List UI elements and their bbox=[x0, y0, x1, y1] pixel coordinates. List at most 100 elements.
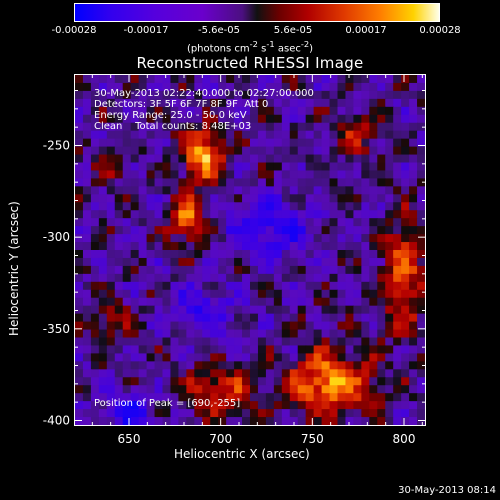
heatmap-cell bbox=[210, 154, 219, 164]
heatmap-cell bbox=[130, 250, 140, 259]
heatmap-cell bbox=[210, 114, 219, 124]
unit-text: ) bbox=[309, 43, 314, 55]
heatmap-cell bbox=[369, 377, 378, 386]
heatmap-cell bbox=[218, 234, 227, 243]
heatmap-cell bbox=[138, 281, 148, 291]
heatmap-cell bbox=[154, 250, 164, 259]
heatmap-cell bbox=[409, 82, 418, 92]
heatmap-cell bbox=[114, 329, 124, 339]
heatmap-cell bbox=[257, 114, 267, 124]
heatmap-cell bbox=[194, 178, 203, 187]
heatmap-cell bbox=[178, 114, 187, 124]
heatmap-cell bbox=[401, 297, 410, 307]
heatmap-cell bbox=[337, 186, 347, 195]
heatmap-cell bbox=[186, 321, 195, 331]
heatmap-cell bbox=[273, 186, 283, 195]
heatmap-cell bbox=[281, 170, 291, 179]
heatmap-cell bbox=[75, 106, 84, 116]
heatmap-cell bbox=[226, 353, 235, 362]
heatmap-cell bbox=[361, 401, 370, 410]
heatmap-cell bbox=[90, 281, 100, 291]
heatmap-cell bbox=[178, 218, 187, 227]
heatmap-cell bbox=[321, 281, 331, 291]
heatmap-cell bbox=[98, 369, 108, 378]
heatmap-cell bbox=[114, 385, 124, 394]
heatmap-cell bbox=[130, 226, 140, 235]
heatmap-cell bbox=[75, 250, 84, 259]
heatmap-cell bbox=[138, 138, 148, 148]
heatmap-cell bbox=[146, 321, 156, 331]
heatmap-cell bbox=[122, 226, 132, 235]
heatmap-cell bbox=[82, 178, 92, 187]
heatmap-cell bbox=[409, 218, 418, 227]
heatmap-cell bbox=[329, 377, 339, 386]
heatmap-cell bbox=[369, 114, 378, 124]
heatmap-cell bbox=[250, 409, 259, 418]
heatmap-cell bbox=[377, 242, 386, 251]
heatmap-cell bbox=[250, 401, 259, 410]
heatmap-cell bbox=[154, 265, 164, 275]
heatmap-cell bbox=[106, 321, 116, 331]
heatmap-cell bbox=[130, 114, 140, 124]
heatmap-cell bbox=[329, 130, 339, 140]
heatmap-cell bbox=[82, 162, 92, 172]
heatmap-cell bbox=[130, 210, 140, 219]
heatmap-cell bbox=[353, 289, 362, 299]
heatmap-cell bbox=[369, 122, 378, 132]
heatmap-cell bbox=[106, 417, 116, 425]
heatmap-cell bbox=[265, 265, 275, 275]
heatmap-cell bbox=[114, 289, 124, 299]
heatmap-cell bbox=[162, 210, 172, 219]
heatmap-cell bbox=[114, 202, 124, 211]
heatmap-cell bbox=[234, 393, 243, 402]
heatmap-cell bbox=[226, 385, 235, 394]
heatmap-cell bbox=[242, 265, 251, 275]
heatmap-cell bbox=[401, 226, 410, 235]
heatmap-cell bbox=[409, 194, 418, 203]
heatmap-cell bbox=[194, 90, 203, 100]
heatmap-cell bbox=[385, 178, 394, 187]
heatmap-cell bbox=[98, 130, 108, 140]
heatmap-cell bbox=[138, 194, 148, 203]
heatmap-cell bbox=[289, 401, 299, 410]
heatmap-cell bbox=[305, 265, 315, 275]
heatmap-cell bbox=[409, 409, 418, 418]
heatmap-cell bbox=[321, 297, 331, 307]
heatmap-cell bbox=[353, 281, 362, 291]
heatmap-cell bbox=[361, 305, 370, 315]
heatmap-cell bbox=[186, 178, 195, 187]
heatmap-cell bbox=[146, 385, 156, 394]
heatmap-cell bbox=[162, 289, 172, 299]
heatmap-cell bbox=[234, 162, 243, 172]
heatmap-cell bbox=[162, 393, 172, 402]
heatmap-cell bbox=[281, 377, 291, 386]
heatmap-cell bbox=[313, 289, 323, 299]
heatmap-cell bbox=[281, 226, 291, 235]
heatmap-cell bbox=[106, 313, 116, 323]
heatmap-cell bbox=[242, 210, 251, 219]
heatmap-cell bbox=[202, 82, 211, 92]
heatmap-cell bbox=[162, 138, 172, 148]
heatmap-cell bbox=[385, 162, 394, 172]
heatmap-cell bbox=[178, 289, 187, 299]
heatmap-cell bbox=[202, 178, 211, 187]
heatmap-cell bbox=[313, 281, 323, 291]
heatmap-cell bbox=[82, 210, 92, 219]
heatmap-cell bbox=[114, 265, 124, 275]
heatmap-cell bbox=[257, 210, 267, 219]
heatmap-cell bbox=[242, 345, 251, 354]
heatmap-cell bbox=[178, 273, 187, 283]
heatmap-cell bbox=[194, 218, 203, 227]
heatmap-cell bbox=[257, 146, 267, 156]
heatmap-cell bbox=[337, 417, 347, 425]
heatmap-cell bbox=[353, 313, 362, 323]
heatmap-cell bbox=[313, 98, 323, 108]
heatmap-cell bbox=[417, 257, 425, 267]
heatmap-cell bbox=[242, 353, 251, 362]
heatmap-cell bbox=[265, 114, 275, 124]
heatmap-cell bbox=[146, 281, 156, 291]
heatmap-cell bbox=[417, 321, 425, 331]
heatmap-cell bbox=[75, 409, 84, 418]
heatmap-cell bbox=[226, 154, 235, 164]
heatmap-cell bbox=[257, 242, 267, 251]
